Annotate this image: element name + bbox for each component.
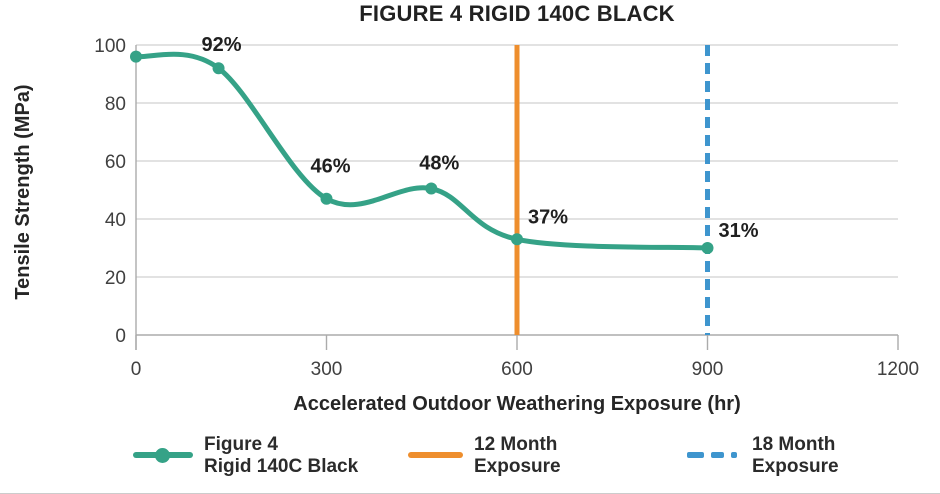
- data-point-label: 37%: [528, 206, 568, 228]
- series-dot-icon: [155, 447, 170, 463]
- solid-line-swatch-icon: [408, 452, 463, 458]
- y-tick-label: 100: [94, 36, 126, 57]
- data-point-marker: [701, 242, 714, 254]
- x-tick-label: 900: [692, 359, 724, 380]
- x-tick-label: 1200: [877, 359, 919, 380]
- data-point-label: 31%: [718, 220, 758, 242]
- data-point-marker: [130, 50, 142, 63]
- dash-segment: [731, 452, 737, 458]
- data-point-marker: [212, 62, 225, 75]
- legend-item-series: Figure 4 Rigid 140C Black: [204, 434, 358, 477]
- data-point-label: 48%: [419, 153, 459, 175]
- data-point-marker: [425, 182, 438, 195]
- y-tick-label: 0: [115, 326, 126, 347]
- legend-12mo-line1: 12 Month: [474, 434, 558, 455]
- y-tick-label: 60: [105, 152, 126, 173]
- data-point-label: 46%: [310, 156, 350, 178]
- dash-segment: [711, 452, 724, 458]
- x-tick-label: 300: [311, 359, 343, 380]
- data-point-label: 92%: [202, 34, 242, 56]
- legend-item-12-month: 12 Month Exposure: [474, 434, 561, 477]
- y-tick-label: 40: [105, 210, 126, 231]
- legend-18mo-line1: 18 Month: [752, 434, 836, 455]
- legend-series-line1: Figure 4: [204, 434, 278, 455]
- series-line-marker-icon: [133, 447, 193, 463]
- legend-18mo-line2: Exposure: [752, 455, 839, 477]
- plot-area: 0 300 600 900 1200 0 20 40 60 80 100 92% 46% 48% 37% 31…: [94, 34, 919, 380]
- y-tick-label: 20: [105, 268, 126, 289]
- x-tick-label: 0: [131, 359, 142, 380]
- dashed-line-swatch-icon: [687, 452, 745, 458]
- x-axis-title: Accelerated Outdoor Weathering Exposure …: [293, 393, 741, 415]
- chart-title: FIGURE 4 RIGID 140C BLACK: [359, 1, 675, 26]
- dash-segment: [687, 452, 704, 458]
- y-tick-label: 80: [105, 94, 126, 115]
- data-point-marker: [320, 192, 333, 205]
- x-tick-label: 600: [501, 359, 533, 380]
- legend-series-line2: Rigid 140C Black: [204, 455, 359, 477]
- legend-12mo-line2: Exposure: [474, 455, 561, 477]
- legend-item-18-month: 18 Month Exposure: [752, 434, 839, 477]
- data-point-marker: [511, 233, 523, 246]
